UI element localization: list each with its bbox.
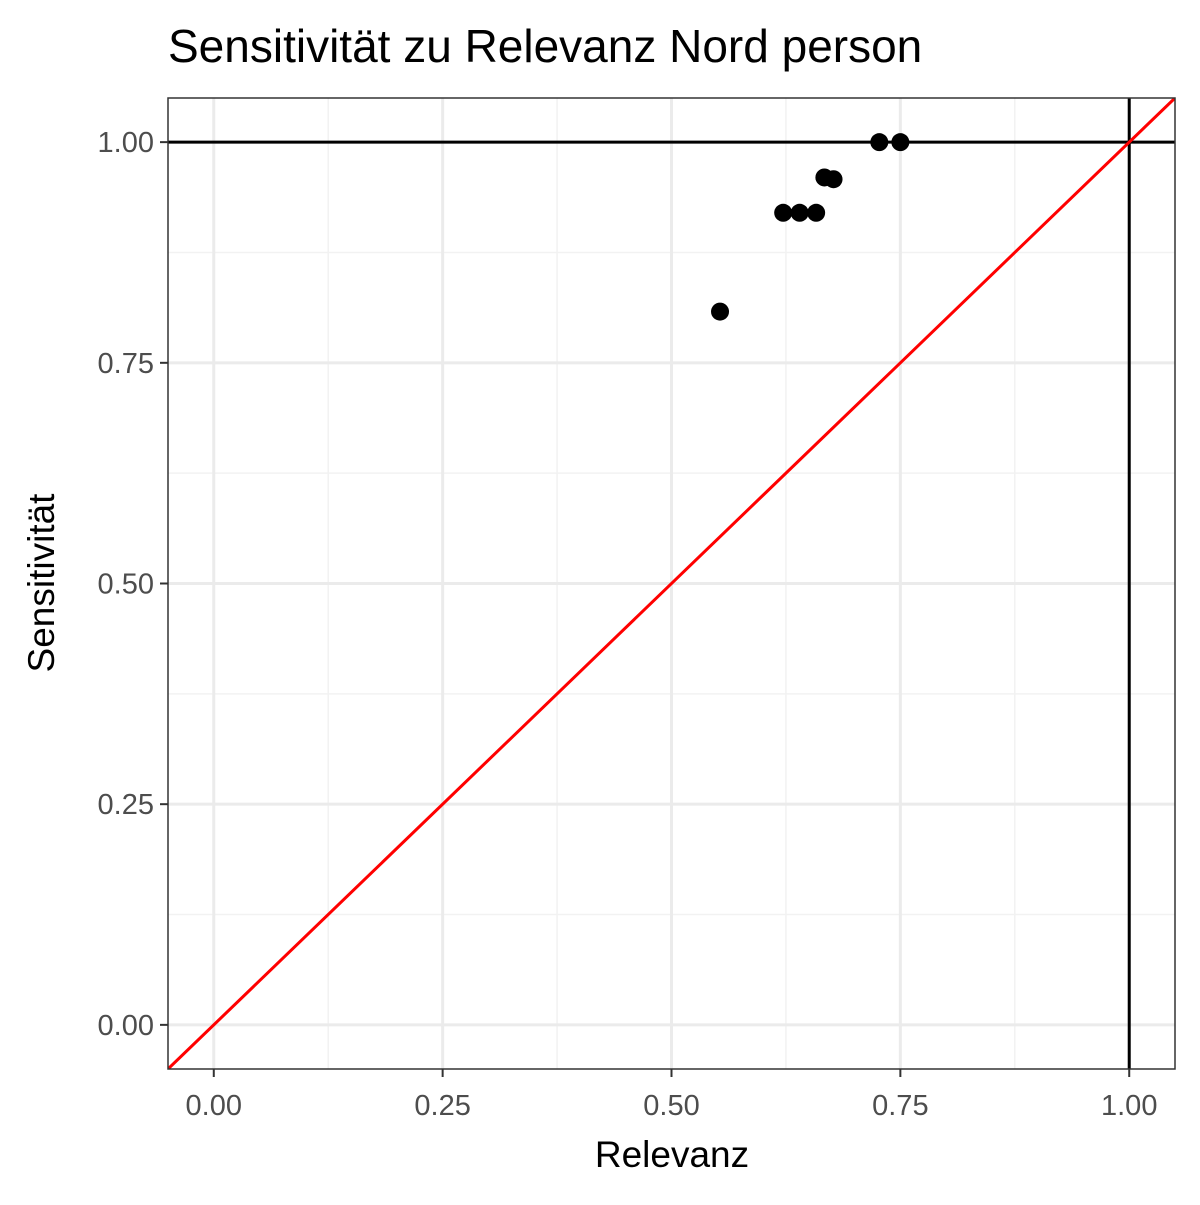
plot-panel: 0.00 0.25 0.50 0.75 1.00 0.00 0.25 0.50 0.75 1.00 xyxy=(98,97,1176,1122)
data-point xyxy=(870,133,889,152)
y-tick-label: 0.00 xyxy=(98,1010,154,1042)
data-point xyxy=(807,203,826,222)
data-point xyxy=(824,170,843,189)
y-tick-label: 0.25 xyxy=(98,789,154,821)
y-tick-label: 0.75 xyxy=(98,348,154,380)
x-tick-label: 0.50 xyxy=(643,1090,699,1122)
y-axis-title: Sensitivität xyxy=(21,493,62,673)
y-tick-label: 1.00 xyxy=(98,127,154,159)
x-tick-label: 0.75 xyxy=(872,1090,928,1122)
reference-lines xyxy=(168,98,1175,1069)
x-tick-label: 1.00 xyxy=(1101,1090,1157,1122)
x-tick-label: 0.00 xyxy=(186,1090,242,1122)
x-tick-label: 0.25 xyxy=(414,1090,470,1122)
data-points xyxy=(711,133,910,321)
data-point xyxy=(711,302,730,321)
data-point xyxy=(790,203,809,222)
y-tick-label: 0.50 xyxy=(98,569,154,601)
reference-diagonal xyxy=(168,98,1175,1069)
data-point xyxy=(774,203,793,222)
x-axis-title: Relevanz xyxy=(595,1134,749,1175)
chart-title: Sensitivität zu Relevanz Nord person xyxy=(168,20,922,72)
data-point xyxy=(891,133,910,152)
